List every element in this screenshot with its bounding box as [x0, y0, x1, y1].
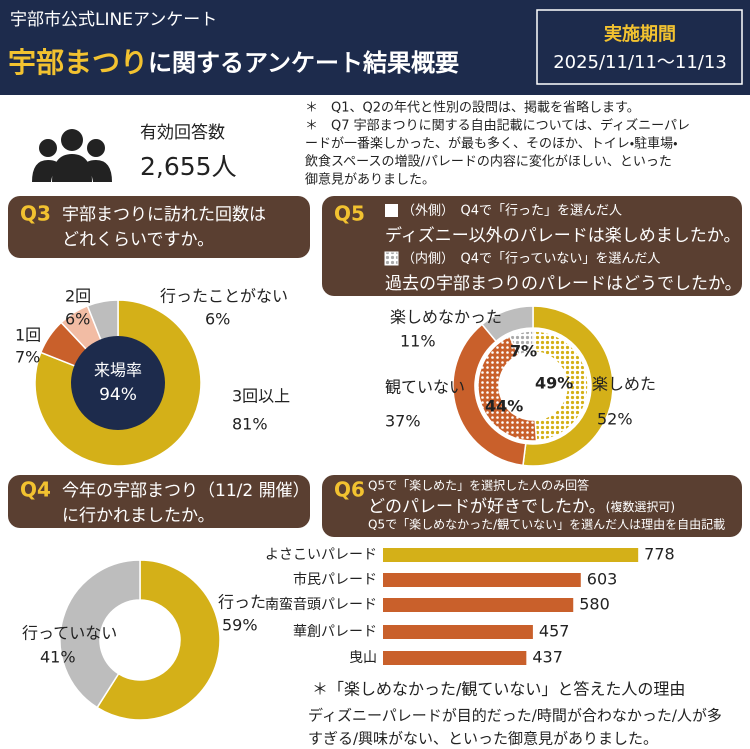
center-label: 来場率	[94, 361, 142, 380]
question-number: Q6	[334, 478, 365, 502]
respondents-label: 有効回答数	[140, 122, 225, 143]
header-subtitle: 宇部市公式LINEアンケート	[10, 10, 217, 30]
question-number: Q3	[20, 202, 51, 226]
bar	[383, 625, 533, 639]
people-icon	[32, 129, 112, 182]
footer-heading: ＊「楽しめなかった/観ていない」と答えた人の理由	[312, 680, 685, 699]
slice	[532, 330, 589, 442]
value-label: 778	[644, 545, 675, 564]
q5-header	[322, 196, 742, 296]
header-title: 宇部まつりに関するアンケート結果概要	[8, 46, 459, 79]
question-title: どのパレードが好きでしたか。(複数選択可)	[368, 497, 675, 517]
value-label: 457	[539, 622, 570, 641]
question-title: 今年の宇部まつり（11/2 開催）	[62, 481, 310, 501]
question-title: に行かれましたか。	[62, 506, 215, 526]
slice-label: 楽しめた	[592, 375, 656, 394]
q3-header	[8, 196, 310, 258]
slice-label: 行ったことがない	[160, 287, 288, 306]
question-note: Q5で「楽しめた」を選択した人のみ回答	[368, 478, 589, 493]
slice	[59, 559, 141, 709]
slice-label: 1回	[15, 326, 41, 345]
note-line: 御意見がありました。	[305, 173, 435, 188]
legend-swatch	[384, 251, 399, 266]
category-label: 南蛮音頭パレード	[265, 596, 377, 613]
legend-name: （外側） Q4で「行った」を選んだ人	[402, 204, 622, 219]
question-title: どれくらいですか。	[62, 230, 214, 250]
question-note: Q5で「楽しめなかった/観ていない」を選んだ人は理由を自由記載	[368, 518, 725, 532]
footer-line: ディズニーパレードが目的だった/時間が合わなかった/人が多	[308, 707, 722, 725]
slice-label: 2回	[65, 287, 91, 306]
header-band	[0, 0, 750, 95]
value-label: 437	[532, 648, 563, 667]
value-label: 7%	[510, 342, 537, 361]
footer-line: すぎる/興味がない、といった御意見がありました。	[308, 730, 658, 748]
category-label: よさこいパレード	[265, 547, 377, 563]
center-hole	[71, 336, 165, 430]
q4-header	[8, 475, 310, 528]
note-line: ＊ Q1、Q2の年代と性別の設問は、掲載を省略します。	[305, 100, 640, 116]
slice-label: 楽しめなかった	[390, 308, 502, 327]
slice	[96, 559, 221, 721]
slice	[508, 330, 534, 357]
center-value: 94%	[99, 385, 137, 405]
bar	[383, 598, 574, 612]
bar	[383, 548, 639, 562]
bar	[383, 573, 581, 587]
bar	[383, 651, 527, 665]
category-label: 市民パレード	[293, 572, 377, 588]
question-title-note: (複数選択可)	[606, 499, 675, 514]
question-title: 宇部まつりに訪れた回数は	[62, 205, 266, 225]
period-label: 実施期間	[604, 23, 676, 45]
note-line: 飲食スペースの増設/パレードの内容に変化がほしい、といった	[305, 154, 672, 170]
slice-label: 3回以上	[232, 387, 290, 406]
value-label: 6%	[65, 310, 90, 329]
respondents-count: 2,655人	[140, 152, 237, 181]
question-number: Q4	[20, 478, 51, 502]
value-label: 52%	[597, 410, 633, 429]
slice	[34, 299, 202, 467]
legend-question: 過去の宇部まつりのパレードはどうでしたか。	[385, 274, 742, 294]
value-label: 59%	[222, 616, 258, 635]
slice-label: 観ていない	[385, 378, 465, 397]
note-line: ＊ Q7 宇部まつりに関する自由記載については、ディズニーパレ	[305, 118, 690, 134]
value-label: 7%	[15, 348, 40, 367]
title-rest: に関するアンケート結果概要	[148, 49, 459, 77]
question-number: Q5	[334, 202, 365, 226]
value-label: 49%	[535, 374, 573, 393]
value-label: 81%	[232, 415, 268, 434]
slice-label: 行った	[218, 593, 266, 612]
legend-question: ディズニー以外のパレードは楽しめましたか。	[385, 225, 740, 246]
slice	[477, 335, 538, 442]
value-label: 603	[587, 570, 618, 589]
value-label: 580	[579, 595, 610, 614]
q6-header	[322, 475, 742, 537]
value-label: 44%	[485, 397, 523, 416]
period: 2025/11/11～11/13	[553, 52, 727, 73]
slice	[480, 305, 534, 343]
legend-name: （内側） Q4で「行っていない」を選んだ人	[402, 251, 660, 267]
slice-label: 行っていない	[22, 624, 117, 643]
question-title-main: どのパレードが好きでしたか。	[368, 497, 606, 517]
value-label: 37%	[385, 412, 421, 431]
slice	[522, 305, 614, 467]
period-box	[536, 9, 743, 85]
note-line: ードが一番楽しかった、が最も多く、そのほか、トイレ・駐車場・	[305, 136, 678, 152]
category-label: 華創パレード	[293, 624, 377, 640]
value-label: 11%	[400, 332, 436, 351]
value-label: 41%	[40, 648, 76, 667]
legend-swatch	[385, 204, 398, 217]
value-label: 6%	[205, 310, 230, 329]
title-main: 宇部まつり	[8, 46, 148, 79]
category-label: 曳山	[349, 650, 377, 666]
